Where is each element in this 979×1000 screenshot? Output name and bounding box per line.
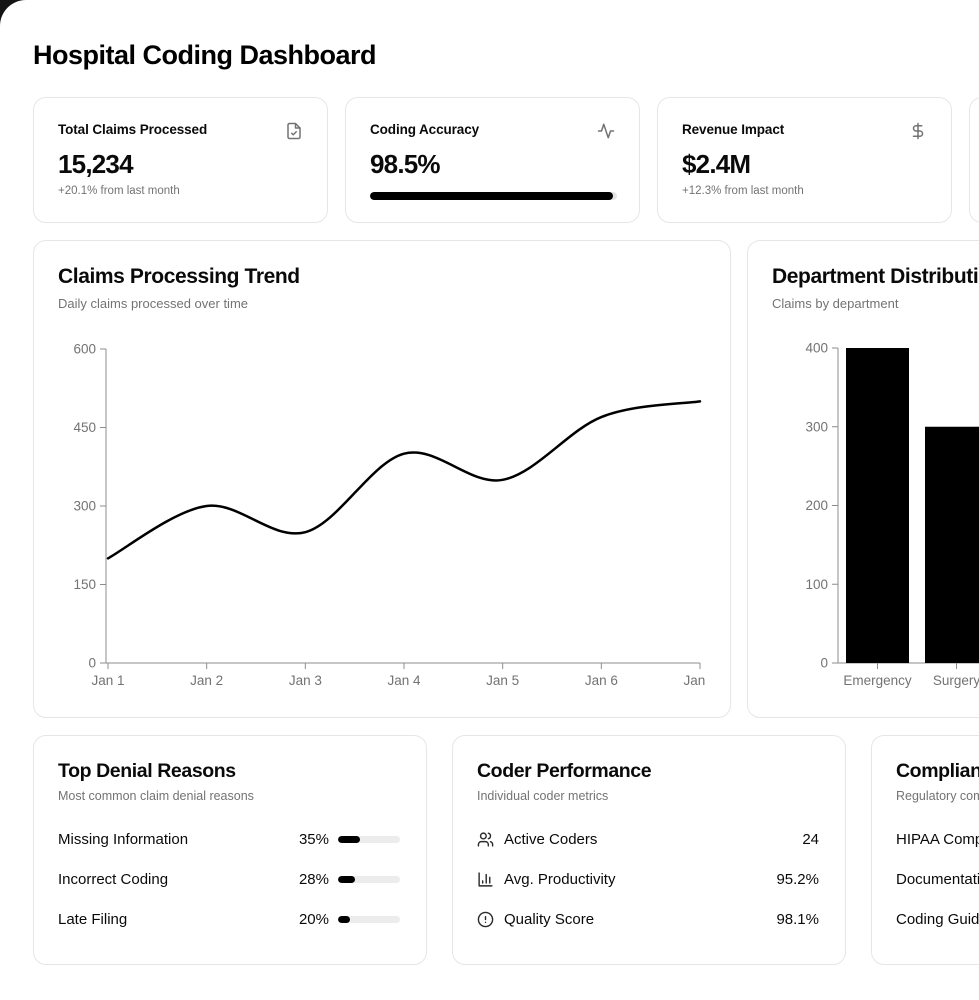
svg-text:150: 150 bbox=[73, 577, 96, 592]
denial-label: Missing Information bbox=[58, 830, 189, 848]
stat-change: +20.1% from last month bbox=[58, 185, 180, 197]
chart-subtitle: Claims by department bbox=[772, 296, 899, 311]
denial-label: Late Filing bbox=[58, 910, 128, 928]
metric-value: 95.2% bbox=[776, 870, 819, 888]
coder-metric-row: Avg. Productivity 95.2% bbox=[477, 859, 819, 899]
compliance-label: Documentation bbox=[896, 870, 979, 888]
denial-pct: 20% bbox=[298, 910, 329, 928]
denial-label: Incorrect Coding bbox=[58, 870, 169, 888]
stat-label: Revenue Impact bbox=[682, 122, 785, 137]
metric-value: 98.1% bbox=[776, 910, 819, 928]
denial-progress-bar bbox=[338, 835, 400, 843]
file-check-icon bbox=[285, 122, 303, 140]
accuracy-progress-bar bbox=[370, 192, 617, 200]
stat-card-clipped bbox=[969, 97, 979, 223]
svg-text:Jan 6: Jan 6 bbox=[585, 673, 618, 688]
denial-row: Incorrect Coding 28% bbox=[58, 859, 400, 899]
compliance-row: Documentation bbox=[896, 859, 979, 899]
coder-performance-card: Coder Performance Individual coder metri… bbox=[452, 735, 846, 965]
claims-trend-line-chart[interactable]: 0 150 300 450 600 Jan 1 Jan 2 Jan 3 Jan 4 Jan 5 Ja… bbox=[58, 341, 708, 696]
svg-text:0: 0 bbox=[88, 656, 96, 671]
svg-text:200: 200 bbox=[805, 498, 828, 513]
denial-progress-fill bbox=[338, 835, 360, 843]
compliance-card: Compliance Regulatory compliance status … bbox=[871, 735, 979, 965]
metric-label: Avg. Productivity bbox=[504, 870, 616, 888]
denial-pct: 35% bbox=[298, 830, 329, 848]
stat-label: Coding Accuracy bbox=[370, 122, 480, 137]
svg-text:300: 300 bbox=[805, 419, 828, 434]
users-icon bbox=[477, 831, 494, 848]
coder-metric-row: Active Coders 24 bbox=[477, 819, 819, 859]
svg-text:600: 600 bbox=[73, 342, 96, 357]
chart-subtitle: Daily claims processed over time bbox=[58, 296, 249, 311]
activity-icon bbox=[597, 122, 615, 140]
svg-text:Jan 1: Jan 1 bbox=[91, 673, 124, 688]
svg-text:Jan 7: Jan 7 bbox=[683, 673, 708, 688]
denial-progress-bar bbox=[338, 915, 400, 923]
claims-trend-card: Claims Processing Trend Daily claims pro… bbox=[33, 240, 731, 718]
svg-text:300: 300 bbox=[73, 499, 96, 514]
card-title: Coder Performance bbox=[477, 760, 652, 782]
svg-text:Jan 3: Jan 3 bbox=[289, 673, 322, 688]
metric-label: Quality Score bbox=[504, 910, 595, 928]
card-subtitle: Regulatory compliance status bbox=[896, 789, 979, 803]
svg-text:Jan 5: Jan 5 bbox=[486, 673, 519, 688]
compliance-label: HIPAA Compliance bbox=[896, 830, 979, 848]
metric-label: Active Coders bbox=[504, 830, 598, 848]
alert-circle-icon bbox=[477, 911, 494, 928]
stat-card-total-claims: Total Claims Processed 15,234 +20.1% fro… bbox=[33, 97, 328, 223]
bar-chart-icon bbox=[477, 871, 494, 888]
stat-value: 15,234 bbox=[58, 149, 134, 179]
page-title: Hospital Coding Dashboard bbox=[33, 40, 377, 70]
metric-value: 24 bbox=[802, 830, 819, 848]
chart-title: Claims Processing Trend bbox=[58, 265, 300, 288]
stat-card-revenue-impact: Revenue Impact $2.4M +12.3% from last mo… bbox=[657, 97, 952, 223]
denial-progress-bar bbox=[338, 875, 400, 883]
compliance-label: Coding Guidelines bbox=[896, 910, 979, 928]
stat-value: 98.5% bbox=[370, 149, 441, 179]
svg-text:100: 100 bbox=[805, 577, 828, 592]
coder-metric-row: Quality Score 98.1% bbox=[477, 899, 819, 939]
charts-row: Claims Processing Trend Daily claims pro… bbox=[33, 240, 979, 718]
denial-reasons-card: Top Denial Reasons Most common claim den… bbox=[33, 735, 427, 965]
svg-text:450: 450 bbox=[73, 420, 96, 435]
svg-text:Jan 4: Jan 4 bbox=[387, 673, 421, 688]
card-title: Compliance bbox=[896, 760, 979, 782]
accuracy-progress-fill bbox=[370, 192, 614, 200]
svg-text:Surgery: Surgery bbox=[933, 673, 979, 688]
dollar-sign-icon bbox=[909, 122, 927, 140]
stat-change: +12.3% from last month bbox=[682, 185, 804, 197]
svg-text:Emergency: Emergency bbox=[843, 673, 912, 688]
stats-row: Total Claims Processed 15,234 +20.1% fro… bbox=[33, 97, 979, 223]
card-title: Top Denial Reasons bbox=[58, 760, 236, 782]
svg-text:400: 400 bbox=[805, 341, 828, 356]
compliance-row: Coding Guidelines bbox=[896, 899, 979, 939]
department-bar-chart[interactable]: 0 100 200 300 400 Emergency Surgery bbox=[772, 341, 979, 696]
card-subtitle: Individual coder metrics bbox=[477, 789, 609, 803]
stat-card-coding-accuracy: Coding Accuracy 98.5% bbox=[345, 97, 640, 223]
denial-row: Late Filing 20% bbox=[58, 899, 400, 939]
stat-label: Total Claims Processed bbox=[58, 122, 208, 137]
compliance-row: HIPAA Compliance bbox=[896, 819, 979, 859]
denial-pct: 28% bbox=[298, 870, 329, 888]
denial-progress-fill bbox=[338, 915, 351, 923]
stat-value: $2.4M bbox=[682, 149, 751, 179]
department-distribution-card: Department Distribution Claims by depart… bbox=[747, 240, 979, 718]
bottom-row: Top Denial Reasons Most common claim den… bbox=[33, 735, 979, 965]
denial-row: Missing Information 35% bbox=[58, 819, 400, 859]
card-subtitle: Most common claim denial reasons bbox=[58, 789, 254, 803]
svg-text:0: 0 bbox=[820, 656, 828, 671]
chart-title: Department Distribution bbox=[772, 265, 979, 288]
svg-text:Jan 2: Jan 2 bbox=[190, 673, 223, 688]
denial-progress-fill bbox=[338, 875, 356, 883]
